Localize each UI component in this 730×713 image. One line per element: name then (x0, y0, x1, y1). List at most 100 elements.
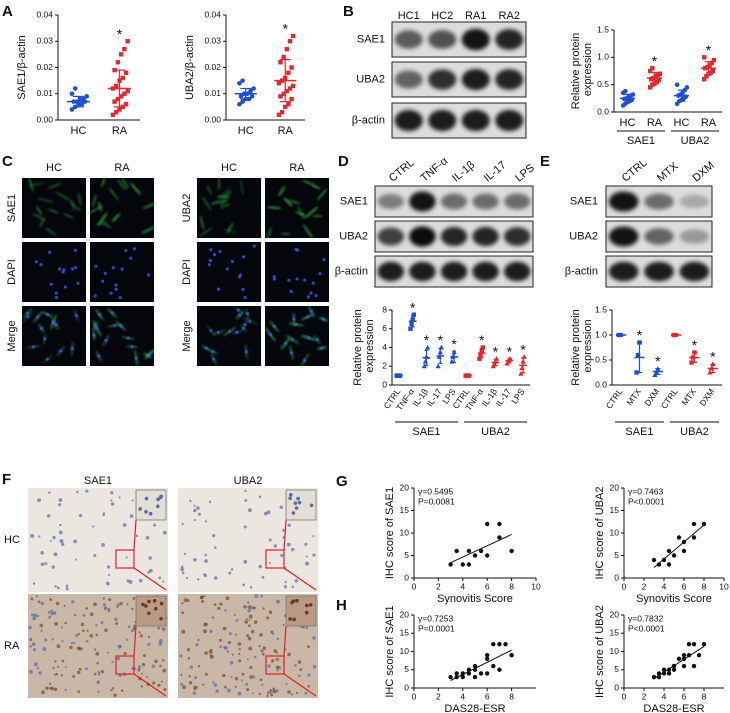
point (117, 107, 122, 112)
stained-cell (100, 670, 105, 674)
nucleus (284, 341, 288, 345)
point (630, 92, 636, 97)
stained-cell (58, 530, 63, 535)
stained-cell (272, 689, 277, 694)
y-tick-label: 0.04 (36, 9, 53, 19)
y-tick-label: 0.02 (36, 62, 53, 72)
stained-cell (297, 660, 302, 664)
point (286, 70, 291, 75)
stained-cell (30, 534, 35, 538)
stained-cell (139, 634, 143, 638)
stained-cell (219, 645, 222, 649)
row-label: SAE1 (6, 194, 18, 222)
cell (108, 187, 119, 201)
stained-cell (180, 673, 183, 677)
stained-cell (54, 585, 57, 588)
nucleus (252, 244, 256, 248)
point (460, 674, 465, 680)
stained-cell (125, 638, 129, 641)
nucleus (268, 332, 272, 337)
y-tick-label: 5 (404, 664, 409, 674)
band (503, 261, 531, 282)
point (509, 548, 514, 554)
point (686, 652, 692, 658)
stained-cell (113, 693, 117, 697)
stained-cell (51, 565, 55, 569)
stained-cell (141, 663, 146, 667)
cell (55, 191, 72, 202)
nucleus (217, 287, 221, 291)
stained-cell (196, 578, 200, 581)
stained-cell (95, 633, 99, 637)
zoom-line (283, 625, 287, 657)
x-tick-label: 8 (702, 581, 707, 591)
y-tick-label: 15 (610, 505, 620, 515)
point (623, 88, 628, 94)
stained-cell (49, 597, 53, 601)
stained-cell (60, 674, 63, 677)
point (125, 39, 130, 44)
nucleus (70, 267, 75, 271)
stained-cell (44, 562, 48, 566)
stained-cell (242, 583, 246, 587)
cell (205, 184, 213, 195)
stained-cell (55, 601, 60, 606)
point (656, 674, 662, 680)
nucleus (272, 275, 276, 279)
stained-cell (147, 635, 151, 639)
y-tick-label: 0.03 (36, 36, 53, 46)
stained-cell (37, 600, 41, 604)
y-tick-label: 0.0 (595, 379, 607, 389)
nucleus (303, 278, 307, 282)
point (112, 99, 117, 104)
stained-cell (64, 666, 67, 669)
stained-cell (131, 607, 134, 611)
point (691, 663, 697, 669)
stained-cell (234, 685, 237, 688)
nucleus (63, 285, 67, 289)
nucleus (209, 329, 213, 333)
band (608, 261, 639, 282)
band (377, 227, 405, 246)
nucleus (76, 281, 80, 285)
cell (77, 192, 82, 206)
stained-cell (286, 542, 291, 547)
x-tick-label: 2 (436, 691, 441, 701)
nucleus (225, 267, 229, 271)
x-tick-label: 8 (509, 691, 514, 701)
band (495, 109, 524, 132)
nucleus (104, 338, 108, 343)
stained-cell (131, 499, 134, 502)
stained-cell (179, 654, 183, 658)
band (503, 193, 531, 210)
nucleus (148, 352, 152, 356)
nucleus (51, 320, 56, 324)
stained-cell (115, 622, 118, 626)
x-tick-label: 8 (702, 691, 707, 701)
cell (201, 196, 212, 211)
panel-letter: C (2, 153, 13, 170)
x-tick-label: HC (71, 125, 87, 137)
point (681, 548, 687, 554)
y-tick-label: 8 (382, 304, 387, 314)
cell (217, 176, 221, 191)
significance: * (424, 332, 430, 348)
nucleus (48, 250, 52, 254)
stained-cell (104, 628, 108, 633)
stained-cell (227, 640, 232, 645)
stained-cell (53, 552, 58, 557)
x-tick-label: RA (278, 125, 294, 137)
stained-cell (119, 601, 123, 606)
significance: * (410, 299, 416, 315)
column-label: SAE1 (84, 475, 112, 487)
cell (311, 184, 321, 190)
point (485, 521, 490, 527)
point (656, 78, 662, 83)
stained-cell (193, 508, 197, 513)
stained-cell (275, 665, 280, 669)
stained-cell (162, 530, 167, 535)
point (72, 86, 78, 91)
stained-cell (159, 601, 164, 606)
stained-cell (250, 629, 255, 634)
stained-cell (307, 684, 311, 688)
